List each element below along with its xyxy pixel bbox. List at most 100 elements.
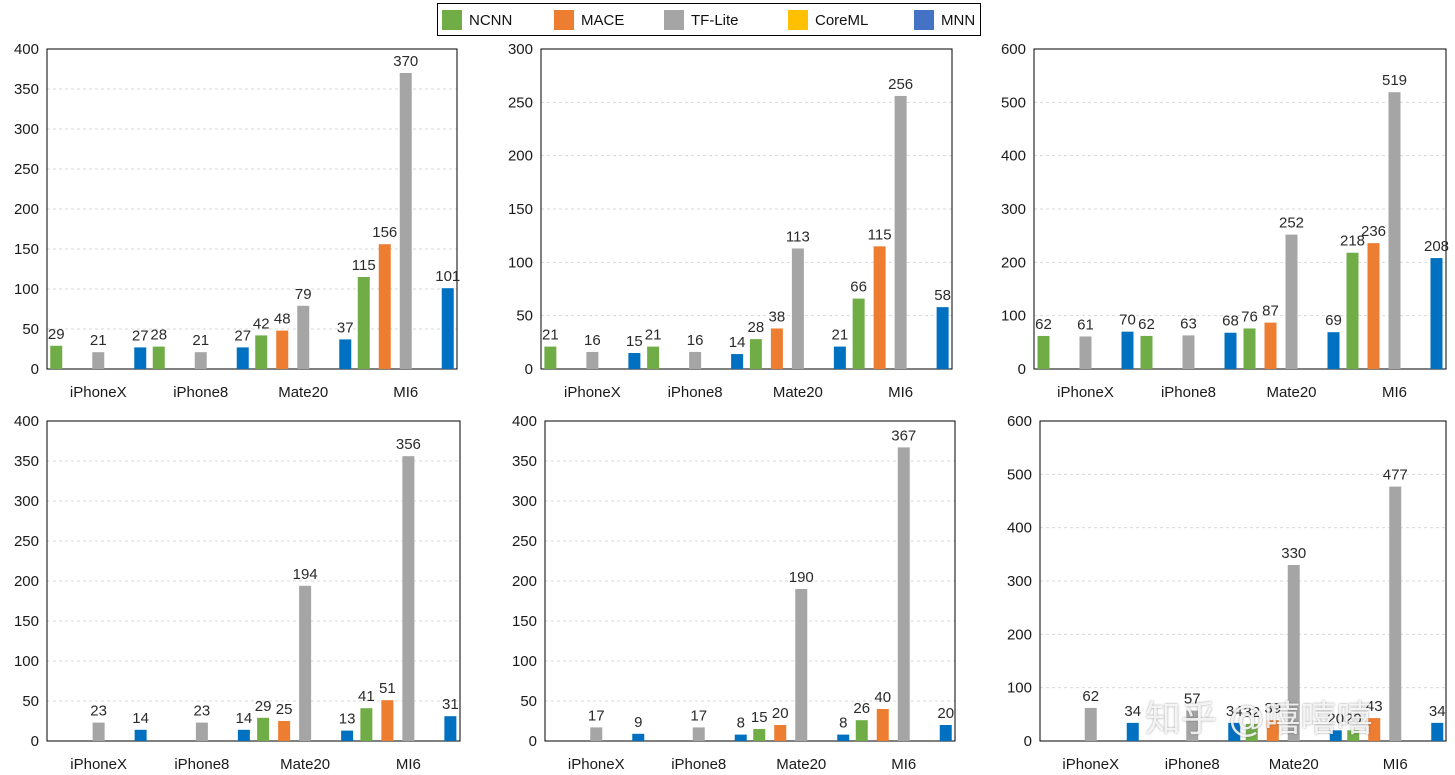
data-label: 20 [1345,710,1362,727]
y-tick-label: 200 [1007,626,1032,643]
bar-tf-lite-mate20 [795,589,808,741]
data-label: 13 [339,711,356,728]
legend-item-mace: MACE [554,10,624,30]
data-label: 79 [295,286,312,303]
data-label: 115 [868,226,892,243]
bar-mace-mi6 [1368,718,1381,741]
y-tick-label: 250 [14,161,39,178]
data-label: 38 [769,308,786,325]
bar-mnn-mate20 [837,734,850,741]
y-tick-label: 400 [1001,148,1026,165]
x-tick-label: Mate20 [776,756,826,773]
data-label: 26 [853,700,870,717]
data-label: 14 [729,334,746,351]
y-tick-label: 150 [512,613,537,630]
bar-ncnn-mate20 [749,339,762,369]
bar-mnn-iphonex [1121,331,1134,369]
bar-mace-mate20 [1264,322,1277,369]
data-label: 21 [542,327,559,344]
y-tick-label: 50 [516,308,533,325]
data-label: 39 [1264,700,1281,717]
bar-mnn-iphone8 [1224,332,1237,369]
y-tick-label: 200 [508,148,533,165]
x-tick-label: iPhone8 [173,384,228,401]
bar-mnn-iphone8 [731,354,744,369]
y-tick-label: 350 [14,453,39,470]
y-tick-label: 300 [14,493,39,510]
data-label: 236 [1361,223,1386,240]
bar-mnn-iphone8 [734,734,747,741]
data-label: 21 [192,332,209,349]
data-label: 113 [786,228,810,245]
data-label: 40 [874,689,891,706]
bar-ncnn-iphone8 [1140,335,1153,369]
data-label: 66 [850,279,867,296]
bar-mnn-iphonex [134,729,147,741]
x-tick-label: Mate20 [278,384,328,401]
data-label: 15 [751,709,768,726]
bar-mnn-mate20 [339,339,352,369]
data-label: 29 [48,326,65,343]
plot-frame [1039,420,1447,742]
bar-mnn-iphonex [632,733,645,741]
data-label: 208 [1424,238,1449,255]
y-tick-label: 100 [512,653,537,670]
data-label: 20 [937,705,954,722]
y-tick-label: 200 [512,573,537,590]
x-tick-label: iPhoneX [1057,384,1114,401]
data-label: 42 [253,315,270,332]
data-label: 62 [1138,316,1155,333]
plot-frame [540,48,953,370]
data-label: 190 [789,569,814,586]
y-tick-label: 100 [14,281,39,298]
data-label: 27 [234,327,251,344]
y-tick-label: 150 [508,201,533,218]
x-tick-label: Mate20 [773,384,823,401]
bar-tf-lite-mate20 [297,305,310,369]
y-tick-label: 300 [1007,573,1032,590]
bar-ncnn-mi6 [855,720,868,741]
chart-5: 0 50 100 150 200 250 300 350 400 17 9 iPhoneX 17 8 iPh… [512,413,956,773]
plot-frame [1033,48,1447,370]
bar-tf-lite-iphone8 [195,722,208,741]
chart-4: 0 50 100 150 200 250 300 350 400 23 14 iPhoneX 23 14 i… [14,413,461,773]
bar-ncnn-mi6 [1347,730,1360,741]
bar-ncnn-mi6 [852,298,865,369]
legend-item-tf-lite: TF-Lite [664,10,739,30]
data-label: 9 [634,714,642,731]
y-tick-label: 300 [508,41,533,58]
data-label: 330 [1281,545,1306,562]
y-tick-label: 100 [1007,680,1032,697]
data-label: 32 [1243,704,1260,721]
data-label: 43 [1366,698,1383,715]
y-tick-label: 400 [14,41,39,58]
y-tick-label: 0 [525,361,533,378]
legend-label: MACE [581,11,625,29]
y-tick-label: 600 [1007,413,1032,430]
bar-tf-lite-iphonex [586,351,599,369]
y-tick-label: 250 [14,533,39,550]
bar-mace-mate20 [770,328,783,369]
y-tick-label: 500 [1001,94,1026,111]
bar-ncnn-mi6 [357,277,370,369]
bar-ncnn-mate20 [753,729,766,741]
y-tick-label: 0 [31,733,39,750]
data-label: 57 [1184,691,1201,708]
bar-mnn-mi6 [939,725,952,741]
data-label: 20 [772,705,789,722]
bar-mnn-mate20 [833,346,846,369]
y-tick-label: 0 [1018,361,1026,378]
data-label: 34 [1124,703,1141,720]
data-label: 68 [1222,313,1239,330]
data-label: 62 [1035,316,1052,333]
bar-ncnn-iphonex [1037,335,1050,369]
watermark: 知乎 @嘻嘻嘻 [1145,699,1373,740]
y-tick-label: 350 [14,81,39,98]
data-label: 37 [337,319,354,336]
y-tick-label: 250 [508,94,533,111]
bar-ncnn-mi6 [1346,252,1359,369]
bar-ncnn-mate20 [1243,328,1256,369]
data-label: 16 [584,332,601,349]
